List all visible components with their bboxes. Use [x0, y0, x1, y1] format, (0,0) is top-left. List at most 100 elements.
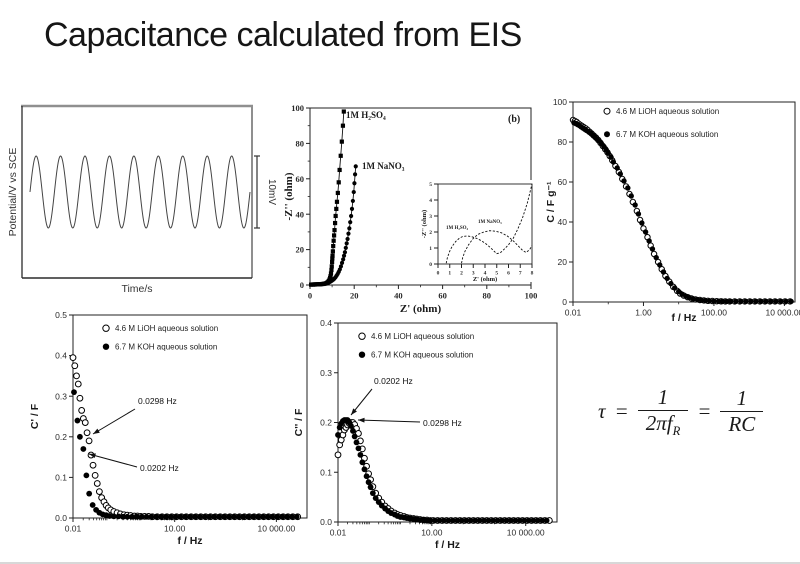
- svg-text:0.0202 Hz: 0.0202 Hz: [374, 376, 413, 386]
- formula-numerator-2: 1: [736, 386, 748, 411]
- svg-text:1M H₂SO₄: 1M H₂SO₄: [346, 110, 386, 120]
- slide-title: Capacitance calculated from EIS: [44, 16, 522, 54]
- svg-text:6.7 M KOH aqueous solution: 6.7 M KOH aqueous solution: [616, 130, 718, 139]
- svg-text:10 000.00: 10 000.00: [507, 528, 545, 538]
- svg-text:100: 100: [291, 103, 304, 113]
- imaginary-capacitance-vs-frequency-panel: 0.01 10.00 10 000.00 0.0 0.1 0.2 0.3 0.4 f / Hz C…: [293, 318, 558, 551]
- svg-text:4: 4: [429, 198, 432, 204]
- svg-text:f / Hz: f / Hz: [177, 535, 202, 547]
- formula-tau: τ: [598, 399, 606, 424]
- svg-text:C'' / F: C'' / F: [293, 408, 305, 436]
- svg-text:20: 20: [350, 291, 359, 301]
- ac-voltage-signal-panel: 10mV Potential/V vs SCE Time/s: [7, 104, 277, 295]
- formula-numerator-1: 1: [657, 385, 669, 409]
- svg-text:40: 40: [558, 217, 568, 227]
- svg-text:0.01: 0.01: [65, 524, 82, 534]
- svg-text:4: 4: [484, 271, 487, 277]
- formula-denominator-1: 2πfR: [637, 409, 689, 438]
- svg-text:0.0: 0.0: [320, 517, 332, 527]
- svg-text:0: 0: [437, 271, 440, 277]
- svg-text:f / Hz: f / Hz: [435, 539, 460, 551]
- svg-text:Time/s: Time/s: [121, 283, 152, 295]
- svg-text:1M NaNO₃: 1M NaNO₃: [362, 161, 405, 171]
- svg-text:1M NaNO₃: 1M NaNO₃: [478, 220, 502, 225]
- svg-text:5: 5: [495, 271, 498, 277]
- svg-text:1: 1: [429, 246, 432, 252]
- svg-text:0.0202 Hz: 0.0202 Hz: [140, 463, 179, 473]
- formula-equals-2: =: [697, 399, 712, 424]
- svg-text:2: 2: [429, 230, 432, 236]
- svg-text:4.6 M LiOH aqueous solution: 4.6 M LiOH aqueous solution: [115, 324, 218, 333]
- svg-text:10 000.00: 10 000.00: [257, 524, 295, 534]
- svg-text:(b): (b): [508, 114, 520, 125]
- svg-text:80: 80: [483, 291, 492, 301]
- svg-text:80: 80: [558, 137, 568, 147]
- svg-text:0.01: 0.01: [330, 528, 347, 538]
- svg-text:0: 0: [300, 280, 304, 290]
- svg-text:-Z'' (ohm): -Z'' (ohm): [283, 172, 295, 220]
- svg-text:7: 7: [519, 271, 522, 277]
- svg-text:40: 40: [394, 291, 403, 301]
- svg-text:10.00: 10.00: [421, 528, 443, 538]
- svg-text:0.0: 0.0: [55, 513, 67, 523]
- formula-denominator-2: RC: [720, 410, 764, 437]
- svg-text:4.6 M LiOH aqueous solution: 4.6 M LiOH aqueous solution: [616, 107, 719, 116]
- svg-text:3: 3: [429, 214, 432, 220]
- svg-text:6.7 M KOH aqueous solution: 6.7 M KOH aqueous solution: [371, 351, 473, 360]
- svg-text:20: 20: [296, 245, 305, 255]
- formula-fraction-2: 1 RC: [720, 386, 764, 437]
- svg-text:60: 60: [296, 174, 305, 184]
- svg-text:20: 20: [558, 257, 568, 267]
- svg-text:10mV: 10mV: [266, 179, 277, 205]
- formula-fraction-1: 1 2πfR: [637, 385, 689, 438]
- svg-text:Z' (ohm): Z' (ohm): [473, 276, 497, 283]
- svg-text:0.0298 Hz: 0.0298 Hz: [138, 396, 177, 406]
- svg-text:5: 5: [429, 182, 432, 188]
- svg-text:1M H₂SO₄: 1M H₂SO₄: [446, 226, 469, 231]
- svg-text:0.3: 0.3: [320, 368, 332, 378]
- svg-text:0.4: 0.4: [320, 318, 332, 328]
- svg-text:0.2: 0.2: [55, 432, 67, 442]
- svg-text:10.00: 10.00: [164, 524, 186, 534]
- svg-text:40: 40: [296, 209, 305, 219]
- svg-text:0.01: 0.01: [565, 308, 582, 318]
- svg-text:Potential/V vs SCE: Potential/V vs SCE: [7, 148, 19, 237]
- svg-text:0.3: 0.3: [55, 391, 67, 401]
- svg-text:1.00: 1.00: [635, 308, 652, 318]
- svg-text:0: 0: [429, 262, 432, 268]
- svg-text:C / F g⁻¹: C / F g⁻¹: [545, 181, 557, 223]
- svg-text:f / Hz: f / Hz: [671, 312, 696, 324]
- svg-text:80: 80: [296, 138, 305, 148]
- svg-text:60: 60: [558, 177, 568, 187]
- svg-text:0.1: 0.1: [55, 472, 67, 482]
- formula-sub-r: R: [672, 423, 681, 438]
- formula-2pif: 2πf: [645, 410, 673, 435]
- svg-text:4.6 M LiOH aqueous solution: 4.6 M LiOH aqueous solution: [371, 332, 474, 341]
- svg-text:8: 8: [531, 271, 534, 277]
- svg-text:10 000.00: 10 000.00: [765, 308, 800, 318]
- time-constant-formula: τ = 1 2πfR = 1 RC: [598, 385, 764, 438]
- svg-text:0.5: 0.5: [55, 310, 67, 320]
- svg-text:100.00: 100.00: [701, 308, 727, 318]
- capacitance-vs-frequency-panel: 0.01 1.00 100.00 10 000.00 0 20 40 60 80 100 f / H…: [545, 97, 800, 324]
- svg-text:100: 100: [553, 97, 567, 107]
- svg-text:100: 100: [525, 291, 538, 301]
- svg-text:60: 60: [438, 291, 447, 301]
- svg-text:6.7 M KOH aqueous solution: 6.7 M KOH aqueous solution: [115, 343, 217, 352]
- svg-text:0: 0: [562, 297, 567, 307]
- svg-text:0.1: 0.1: [320, 467, 332, 477]
- svg-text:-Z'' (ohm): -Z'' (ohm): [421, 210, 428, 238]
- svg-text:0.2: 0.2: [320, 418, 332, 428]
- svg-text:1: 1: [448, 271, 451, 277]
- svg-text:Z' (ohm): Z' (ohm): [400, 303, 442, 315]
- formula-equals-1: =: [614, 399, 629, 424]
- svg-text:C' / F: C' / F: [29, 403, 41, 429]
- svg-text:0.4: 0.4: [55, 351, 67, 361]
- svg-text:3: 3: [472, 271, 475, 277]
- svg-text:0: 0: [308, 291, 312, 301]
- svg-text:2: 2: [460, 271, 463, 277]
- svg-text:0.0298 Hz: 0.0298 Hz: [423, 418, 462, 428]
- real-capacitance-vs-frequency-panel: 0.01 10.00 10 000.00 0.0 0.1 0.2 0.3 0.4 0.5 f / …: [29, 310, 308, 547]
